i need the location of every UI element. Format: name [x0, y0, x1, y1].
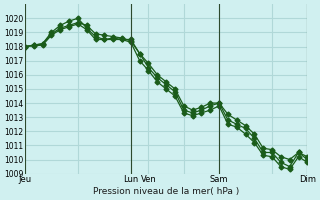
X-axis label: Pression niveau de la mer( hPa ): Pression niveau de la mer( hPa )	[93, 187, 239, 196]
